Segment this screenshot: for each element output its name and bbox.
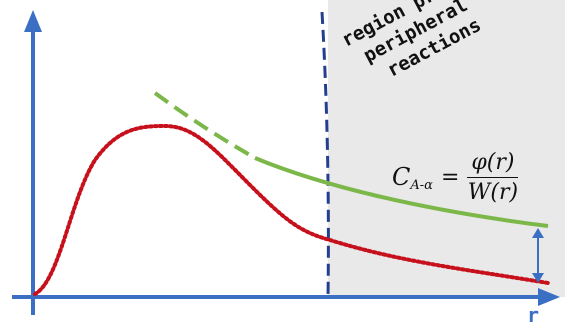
x-axis-label: r bbox=[527, 303, 540, 327]
x-axis-arrowhead bbox=[538, 288, 560, 306]
region-divider-line bbox=[320, 11, 330, 298]
formula-lhs-symbol: C bbox=[392, 162, 411, 191]
difference-arrow-top-head bbox=[532, 228, 544, 238]
difference-arrow-bottom-head bbox=[532, 273, 544, 283]
formula-fraction: φ(r) W(r) bbox=[467, 150, 519, 205]
formula-denominator: W(r) bbox=[467, 180, 519, 205]
formula-lhs-subscript: A-α bbox=[410, 177, 433, 193]
y-axis-arrowhead bbox=[24, 10, 42, 32]
correlation-formula: CA-α = φ(r) W(r) bbox=[392, 150, 519, 205]
formula-numerator: φ(r) bbox=[467, 150, 519, 178]
formula-equals: = bbox=[440, 165, 460, 190]
red-dotted-curve bbox=[33, 123, 550, 296]
green-curve-solid bbox=[254, 156, 549, 228]
formula-lhs: CA-α bbox=[392, 163, 433, 193]
green-curve-dashed bbox=[153, 91, 256, 160]
peripheral-region bbox=[328, 0, 565, 297]
